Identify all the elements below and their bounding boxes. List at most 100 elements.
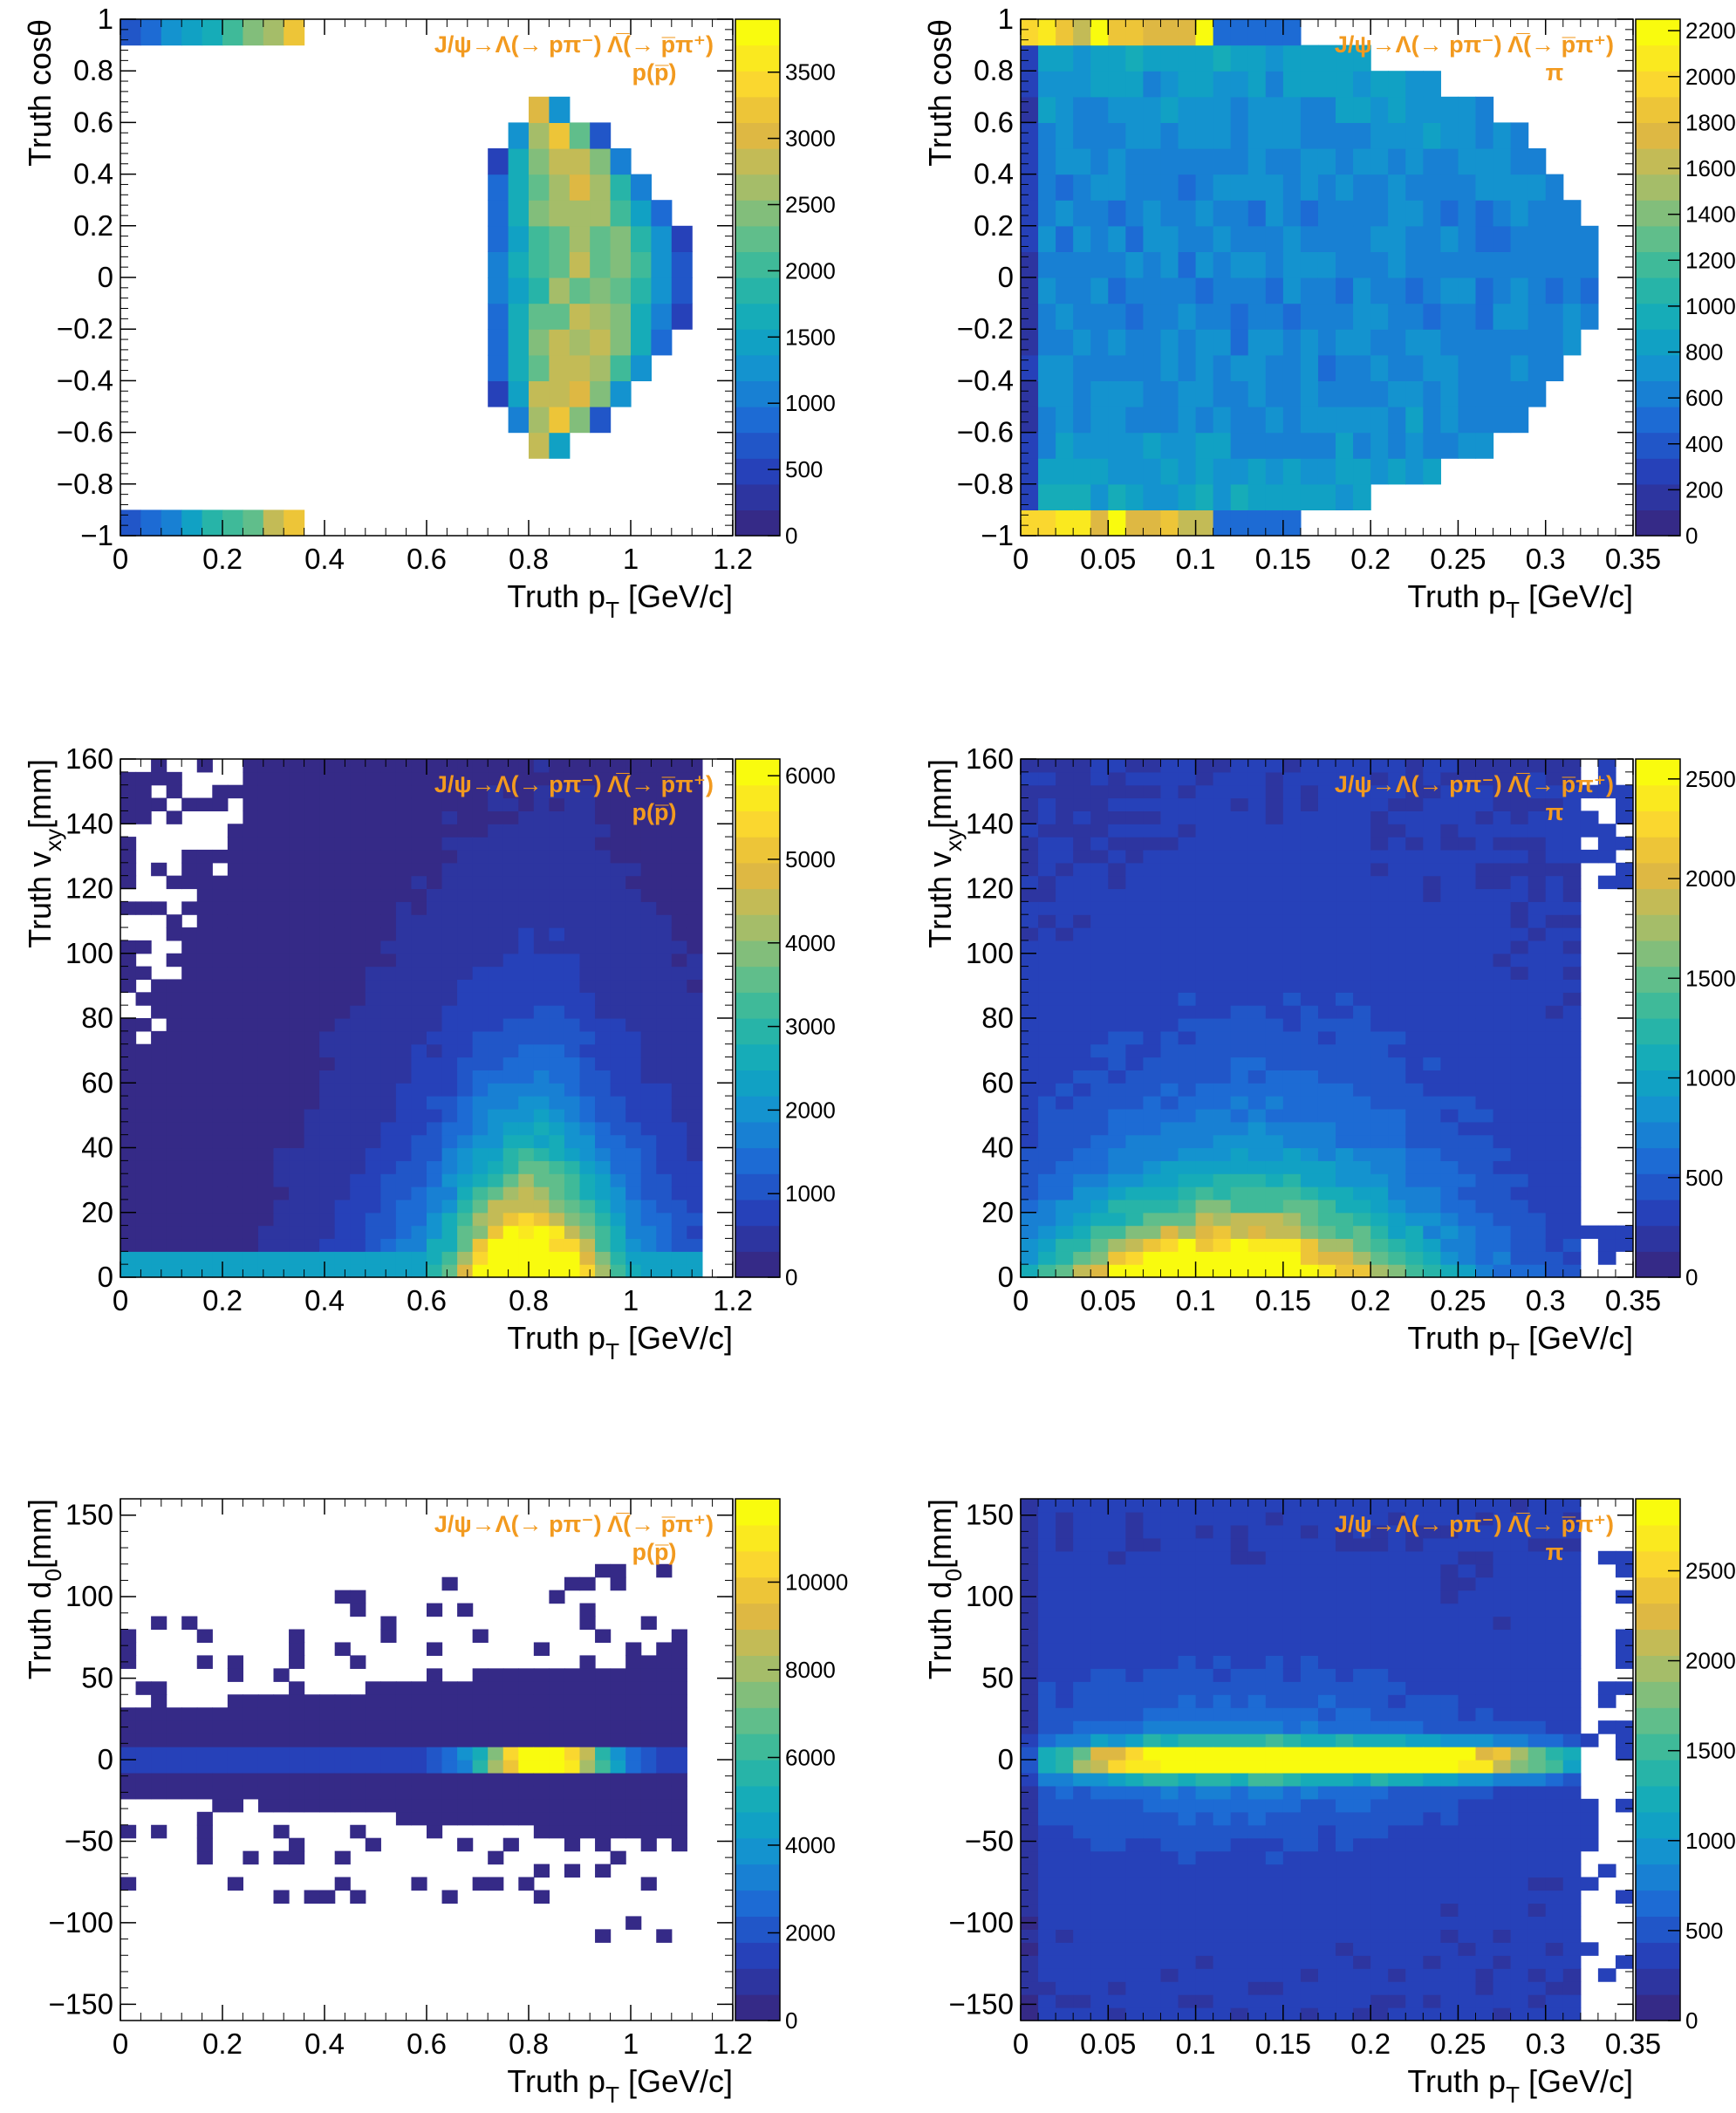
heatmap-bin bbox=[350, 771, 366, 786]
heatmap-bin bbox=[120, 1629, 137, 1644]
x-tick-label: 1.2 bbox=[713, 1284, 753, 1316]
heatmap-bin bbox=[380, 1225, 397, 1240]
heatmap-bin bbox=[595, 849, 612, 864]
heatmap-bin bbox=[1265, 1160, 1284, 1174]
heatmap-bin bbox=[1300, 1225, 1319, 1240]
heatmap-bin bbox=[595, 1264, 612, 1278]
heatmap-bin bbox=[610, 940, 626, 954]
heatmap-bin bbox=[610, 251, 632, 278]
heatmap-bin bbox=[222, 19, 243, 46]
heatmap-bin bbox=[1493, 849, 1512, 864]
heatmap-bin bbox=[1143, 888, 1162, 902]
heatmap-bin bbox=[411, 1173, 427, 1187]
heatmap-bin bbox=[1370, 96, 1389, 123]
heatmap-bin bbox=[488, 862, 504, 877]
colorbar-step bbox=[1636, 1043, 1680, 1070]
heatmap-bin bbox=[1510, 1186, 1529, 1200]
heatmap-bin bbox=[549, 1147, 565, 1161]
heatmap-bin bbox=[488, 1056, 504, 1070]
heatmap-bin bbox=[529, 200, 550, 227]
heatmap-bin bbox=[243, 1251, 259, 1265]
heatmap-bin bbox=[1475, 940, 1494, 954]
heatmap-bin bbox=[549, 1121, 565, 1136]
heatmap-bin bbox=[518, 1760, 535, 1774]
heatmap-bin bbox=[427, 1707, 443, 1721]
heatmap-bin bbox=[166, 1096, 182, 1110]
heatmap-bin bbox=[212, 1121, 229, 1136]
heatmap-bin bbox=[518, 1070, 535, 1084]
heatmap-bin bbox=[610, 1251, 626, 1265]
heatmap-bin bbox=[273, 1760, 290, 1774]
heatmap-bin bbox=[1510, 1108, 1529, 1123]
heatmap-bin bbox=[1195, 1173, 1214, 1187]
heatmap-bin bbox=[564, 810, 581, 824]
heatmap-bin bbox=[1213, 992, 1232, 1006]
heatmap-bin bbox=[263, 509, 284, 537]
heatmap-bin bbox=[181, 1147, 198, 1161]
heatmap-bin bbox=[1615, 810, 1634, 824]
heatmap-bin bbox=[1213, 1005, 1232, 1019]
heatmap-bin bbox=[1405, 71, 1424, 98]
heatmap-bin bbox=[365, 1043, 381, 1058]
heatmap-bin bbox=[1265, 407, 1284, 434]
heatmap-bin bbox=[380, 810, 397, 824]
heatmap-bin bbox=[1038, 1160, 1056, 1174]
x-tick-label: 0.15 bbox=[1255, 543, 1311, 575]
heatmap-bin bbox=[1125, 940, 1144, 954]
heatmap-bin bbox=[1090, 1264, 1109, 1278]
heatmap-bin bbox=[457, 1837, 474, 1852]
heatmap-bin bbox=[671, 953, 687, 968]
heatmap-bin bbox=[334, 1030, 351, 1045]
heatmap-bin bbox=[579, 1707, 596, 1721]
heatmap-bin bbox=[1160, 1005, 1179, 1019]
heatmap-bin bbox=[457, 1056, 474, 1070]
heatmap-bin bbox=[151, 1173, 167, 1187]
heatmap-bin bbox=[1423, 771, 1441, 786]
heatmap-bin bbox=[610, 354, 632, 381]
heatmap-bin bbox=[1336, 1018, 1354, 1032]
heatmap-bin bbox=[1160, 1018, 1179, 1032]
heatmap-bin bbox=[350, 1264, 366, 1278]
heatmap-bin bbox=[595, 1837, 612, 1852]
heatmap-bin bbox=[365, 771, 381, 786]
heatmap-bin bbox=[380, 1083, 397, 1097]
heatmap-bin bbox=[395, 1096, 413, 1110]
heatmap-bin bbox=[350, 966, 366, 981]
heatmap-bin bbox=[1056, 1238, 1074, 1252]
y-tick-label: 0.2 bbox=[73, 209, 113, 242]
heatmap-bin bbox=[1370, 992, 1389, 1006]
heatmap-bin bbox=[1195, 759, 1214, 773]
heatmap-bin bbox=[1265, 1121, 1284, 1136]
heatmap-bin bbox=[1265, 148, 1284, 175]
heatmap-bin bbox=[1230, 1173, 1249, 1187]
heatmap-bin bbox=[1545, 1264, 1564, 1278]
heatmap-bin bbox=[549, 953, 565, 968]
heatmap-bin bbox=[533, 1108, 550, 1123]
heatmap-bin bbox=[1440, 771, 1459, 786]
heatmap-bin bbox=[1178, 122, 1197, 149]
heatmap-bin bbox=[472, 979, 489, 993]
heatmap-bin bbox=[212, 797, 229, 811]
heatmap-bin bbox=[1178, 148, 1197, 175]
heatmap-bin bbox=[257, 1251, 275, 1265]
heatmap-bin bbox=[289, 771, 305, 786]
heatmap-bin bbox=[1230, 458, 1249, 485]
heatmap-bin bbox=[457, 1212, 474, 1227]
y-tick-label: 40 bbox=[981, 1132, 1014, 1164]
heatmap-bin bbox=[1056, 1005, 1074, 1019]
heatmap-bin bbox=[1458, 1186, 1477, 1200]
heatmap-bin bbox=[1405, 225, 1424, 252]
heatmap-bin bbox=[212, 1147, 229, 1161]
heatmap-bin bbox=[1493, 1173, 1512, 1187]
heatmap-bin bbox=[1090, 1018, 1109, 1032]
heatmap-bin bbox=[1143, 901, 1162, 915]
heatmap-bin bbox=[1423, 966, 1441, 981]
heatmap-bin bbox=[1125, 1225, 1144, 1240]
heatmap-bin bbox=[1213, 1134, 1232, 1149]
heatmap-bin bbox=[273, 1096, 290, 1110]
heatmap-bin bbox=[1458, 380, 1477, 407]
heatmap-bin bbox=[1317, 1070, 1336, 1084]
heatmap-bin bbox=[1090, 509, 1109, 537]
heatmap-bin bbox=[640, 875, 657, 890]
heatmap-bin bbox=[135, 1070, 152, 1084]
